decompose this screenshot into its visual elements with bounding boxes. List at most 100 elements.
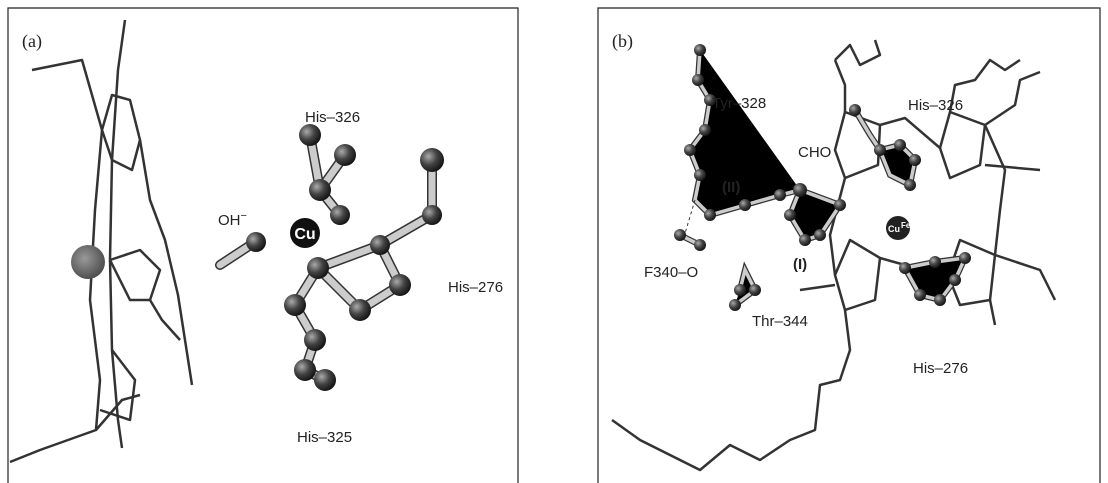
atom <box>784 209 796 221</box>
panel-a: Cu (a) His–326 OH− His–276 His–325 <box>7 7 519 483</box>
site-label: (I) <box>793 256 807 273</box>
atom <box>684 144 696 156</box>
shape <box>879 116 941 149</box>
atom <box>894 139 906 151</box>
atom <box>904 179 916 191</box>
shape <box>611 309 852 472</box>
atom <box>739 199 751 211</box>
shape <box>100 93 142 172</box>
residue-label: His–325 <box>297 429 352 446</box>
residue-label: His–326 <box>908 97 963 114</box>
residue-label: His–326 <box>305 109 360 126</box>
atoms <box>674 44 971 311</box>
residue-label: His–276 <box>913 360 968 377</box>
atom <box>370 235 390 255</box>
shape <box>95 393 141 431</box>
copper-iron <box>886 216 910 240</box>
atom <box>774 189 786 201</box>
copper-label: Cu <box>888 224 900 234</box>
shape <box>988 299 997 326</box>
atom <box>734 284 746 296</box>
residue-label: F340–O <box>644 264 698 281</box>
shape <box>9 58 104 464</box>
atom <box>334 144 356 166</box>
shape <box>938 110 987 180</box>
residue-label: Thr–344 <box>752 313 808 330</box>
panel-frame <box>7 7 519 483</box>
site-label: (II) <box>722 179 740 196</box>
atom <box>314 369 336 391</box>
residues <box>674 44 971 311</box>
heme <box>9 19 194 464</box>
atom <box>704 94 716 106</box>
shape <box>799 283 836 292</box>
shape <box>828 177 847 276</box>
atom <box>814 229 826 241</box>
atom <box>729 299 741 311</box>
panel-b: Cu Fe (b) Tyr–328 His–326 CHO (II) (I) F… <box>597 7 1101 483</box>
atom <box>349 299 371 321</box>
shape <box>108 248 162 302</box>
hydroxide-label: OH− <box>218 210 247 229</box>
shape <box>138 139 194 386</box>
shape <box>148 299 181 341</box>
shape: OH <box>218 212 241 229</box>
copper-label: Cu <box>294 226 315 243</box>
atom <box>309 179 331 201</box>
residue-label: His–276 <box>448 279 503 296</box>
atom <box>749 284 761 296</box>
shape <box>314 241 384 272</box>
atom <box>694 169 706 181</box>
group-label: CHO <box>798 144 831 161</box>
shape <box>834 39 882 67</box>
shape <box>376 211 436 249</box>
atom <box>934 294 946 306</box>
atom <box>694 239 706 251</box>
shape <box>682 199 696 241</box>
shape <box>853 108 917 188</box>
iron-label: Fe <box>901 221 911 230</box>
atom <box>834 199 846 211</box>
atom <box>899 262 911 274</box>
heme <box>611 39 1057 472</box>
shape <box>948 58 1021 113</box>
atom <box>699 124 711 136</box>
atom <box>849 104 861 116</box>
residue-label: Tyr–328 <box>712 95 766 112</box>
atom <box>793 183 807 197</box>
atom <box>304 329 326 351</box>
atom <box>799 234 811 246</box>
atom <box>330 205 350 225</box>
hydroxide <box>215 232 266 270</box>
shape <box>833 110 882 180</box>
atom <box>929 256 941 268</box>
shape <box>833 238 882 312</box>
atom <box>874 144 886 156</box>
shape <box>994 253 1057 301</box>
atom <box>704 209 716 221</box>
panel-frame <box>597 7 1101 483</box>
atom <box>389 274 411 296</box>
atom <box>694 44 706 56</box>
atom <box>307 257 329 279</box>
shape <box>984 70 1041 127</box>
atom <box>914 289 926 301</box>
iron-atom <box>71 245 105 279</box>
atom <box>284 294 306 316</box>
panel-label: (b) <box>612 31 633 52</box>
atom <box>674 229 686 241</box>
atom <box>420 148 444 172</box>
atom <box>909 154 921 166</box>
histidines <box>284 124 444 391</box>
atom <box>294 359 316 381</box>
atom <box>422 205 442 225</box>
shape <box>216 240 256 269</box>
copper-atom <box>290 218 320 248</box>
shape <box>984 163 1041 172</box>
shape <box>99 349 137 422</box>
panel-label: (a) <box>22 31 42 52</box>
atom <box>246 232 266 252</box>
atom <box>692 74 704 86</box>
shape <box>833 59 847 112</box>
